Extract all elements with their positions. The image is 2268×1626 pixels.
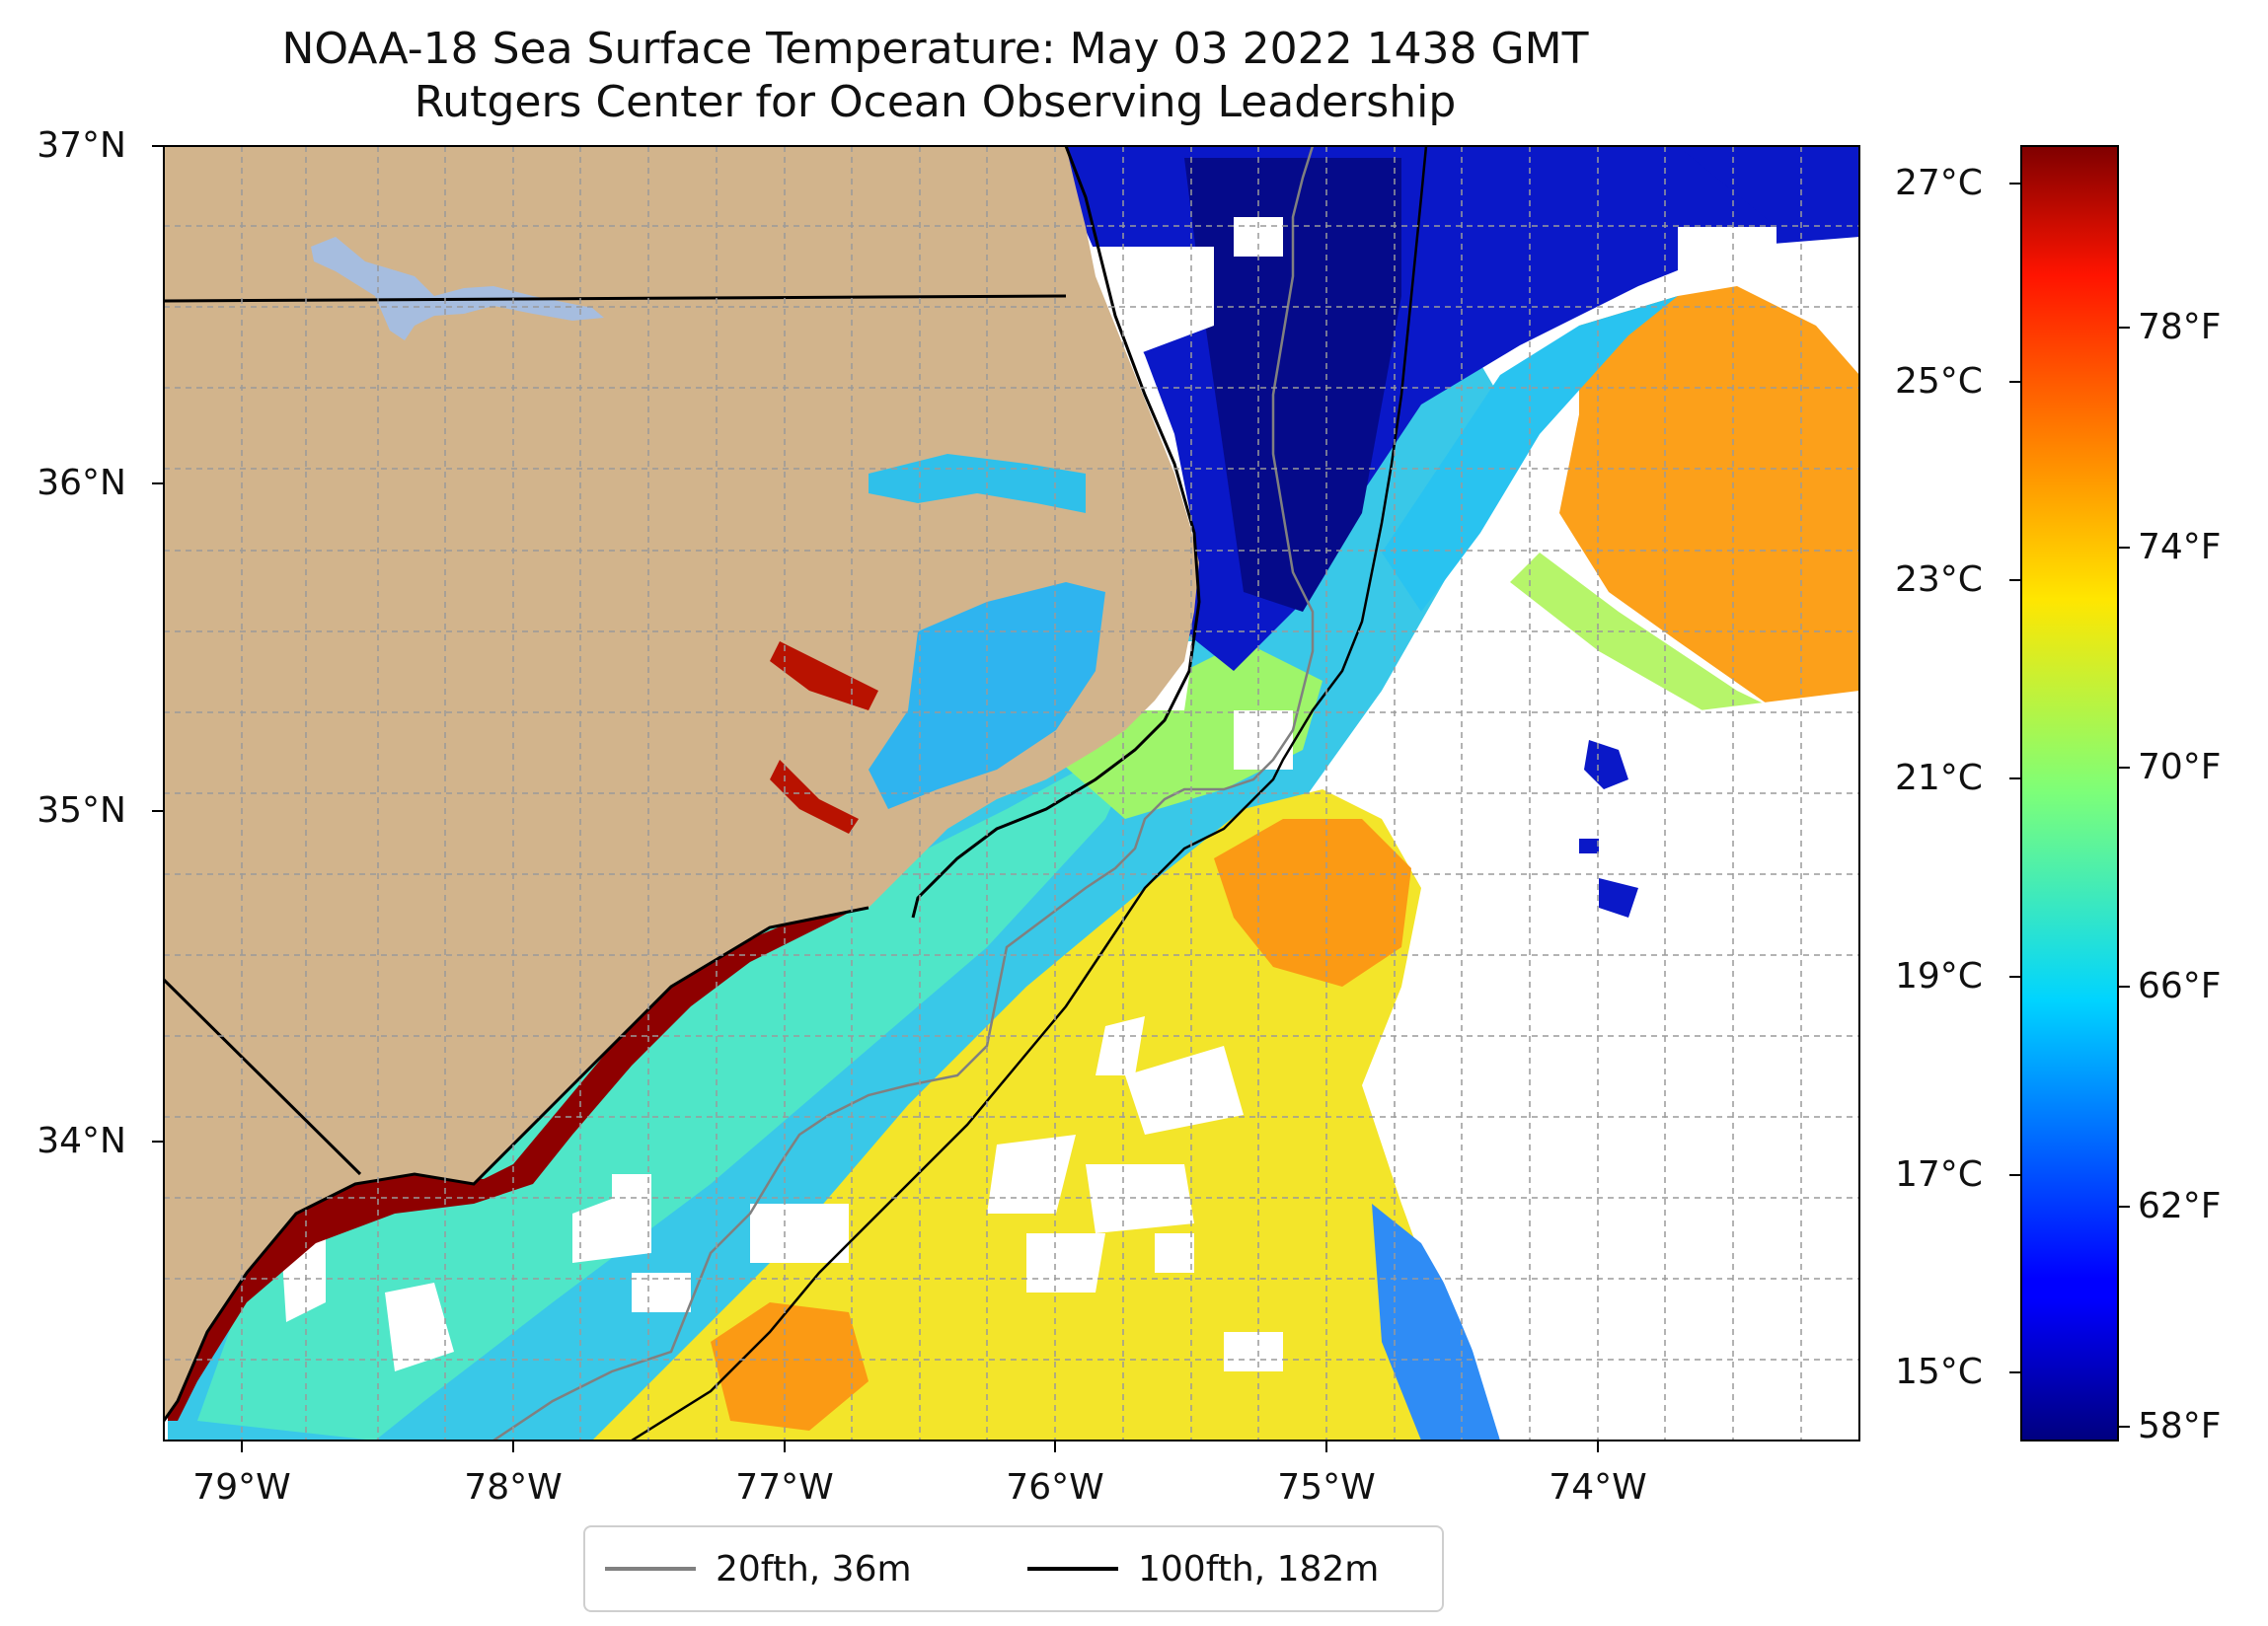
chart-subtitle: Rutgers Center for Ocean Observing Leade… [414,77,1457,127]
lat-tick-label: 34°N [37,1121,126,1161]
legend-item-20fth: 20fth, 36m [605,1547,912,1590]
colorbar-fahrenheit-label: 62°F [2138,1186,2222,1226]
lon-tick-label: 77°W [735,1467,834,1508]
colorbar-fahrenheit-label: 66°F [2138,966,2222,1006]
colorbar-celsius-label: 17°C [1895,1154,1983,1195]
state-border-nc-sc [164,978,362,1176]
gridlines [164,146,1859,1441]
sst-small-blue-blob [1579,839,1599,853]
lon-tick-label: 76°W [1006,1467,1104,1508]
cloud-gap [750,1204,849,1263]
sst-ne-warm-eddy [1559,286,1859,750]
cloud-gap [987,1135,1076,1214]
colorbar-celsius-label: 19°C [1895,956,1983,997]
sst-small-blue-blob [1599,878,1638,918]
cloud-gap [385,1283,454,1371]
sst-small-blue-blob [1584,740,1628,789]
cloud-gap [1678,227,1777,276]
cloud-gap [1234,710,1293,770]
cloud-gap [1382,779,1441,819]
colorbar-celsius-label: 15°C [1895,1352,1983,1392]
colorbar-fahrenheit-label: 78°F [2138,307,2222,347]
colorbar-celsius-label: 21°C [1895,758,1983,798]
cloud-gap [632,1273,691,1312]
outer-banks [911,146,1201,919]
colorbar-fahrenheit-label: 70°F [2138,747,2222,787]
lon-tick-label: 78°W [464,1467,563,1508]
cloud-gap [1155,1233,1194,1273]
legend-swatch-black-line [1027,1567,1118,1571]
cloud-gap [612,1174,651,1204]
lon-tick-label: 79°W [192,1467,291,1508]
cloud-gap [1224,1332,1283,1371]
chart-title: NOAA-18 Sea Surface Temperature: May 03 … [281,24,1589,74]
legend-label: 20fth, 36m [716,1548,912,1589]
sst-warm-core-orange [1214,819,1411,987]
cloud-gap [1086,247,1214,355]
cloud-gap [1026,1233,1105,1293]
colorbar-celsius-label: 23°C [1895,559,1983,600]
sst-ne-corner-blue [1678,146,1859,227]
isobath-20fth-36m [492,146,1315,1441]
cloud-gap [1401,691,1859,1441]
pamlico-sound [869,582,1105,809]
inland-lake [311,237,604,340]
sst-inner-shelf-teal [197,691,1165,1441]
sst-mid-green [1046,641,1323,819]
sst-ne-band-cyan [1382,296,1678,612]
sst-cold-core [1184,158,1401,612]
map-frame [163,145,1860,1441]
lon-tick-label: 74°W [1549,1467,1647,1508]
colorbar-celsius-label: 27°C [1895,163,1983,203]
colorbar [2020,145,2119,1441]
colorbar-celsius-label: 25°C [1895,361,1983,402]
cloud-gap [1125,1046,1244,1135]
lat-tick-label: 37°N [37,125,126,166]
legend-item-100fth: 100fth, 182m [1027,1547,1379,1590]
colorbar-ticks [2009,183,2130,1428]
state-border-nc-va [164,294,1067,303]
lat-tick-label: 35°N [37,790,126,831]
pamlico-river-warm [770,760,859,834]
colorbar-fahrenheit-label: 58°F [2138,1406,2222,1446]
colorbar-fahrenheit-label: 74°F [2138,527,2222,567]
legend-swatch-gray-line [605,1567,696,1571]
cloud-gap [1096,1016,1145,1075]
sst-coastal-warm-strip [168,913,849,1421]
isobath-100fth-182m [631,146,1428,1441]
albemarle-sound [869,454,1086,513]
legend-box: 20fth, 36m 100fth, 182m [583,1525,1444,1612]
sst-offshore-blue-edge [1372,1204,1500,1441]
legend-label: 100fth, 182m [1138,1548,1380,1589]
lon-tick-label: 75°W [1277,1467,1376,1508]
lat-tick-label: 36°N [37,463,126,503]
sst-warm-patch-orange [711,1302,869,1431]
map-tick-marks [152,145,1599,1452]
cloud-gap [1086,1164,1194,1233]
